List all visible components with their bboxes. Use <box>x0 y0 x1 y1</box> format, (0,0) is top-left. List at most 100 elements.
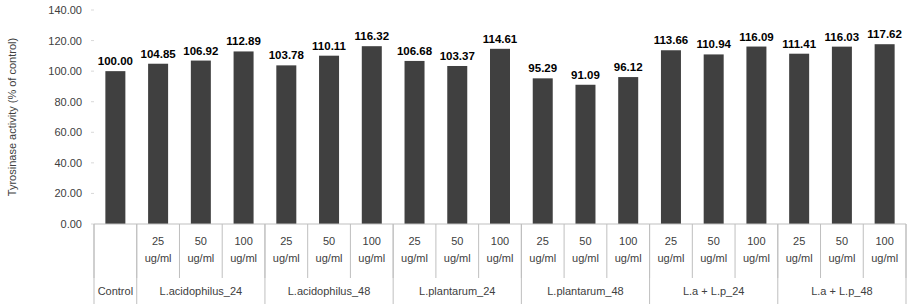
y-tick-label: 80.00 <box>54 96 82 108</box>
bar <box>105 71 125 224</box>
group-label: L.plantarum_48 <box>547 285 623 297</box>
x-tick-label-line: 100 <box>875 235 893 247</box>
x-tick-label: 50ug/ml <box>444 235 471 264</box>
y-tick-label: 140.00 <box>48 4 82 16</box>
x-tick-label-line: 100 <box>619 235 637 247</box>
x-tick-label: 100 ug/ml <box>743 235 770 264</box>
data-label: 113.66 <box>654 34 689 46</box>
x-tick-label-line: ug/ml <box>444 252 471 264</box>
group-divider <box>393 224 394 304</box>
bar <box>661 50 681 224</box>
category-divider <box>307 224 308 278</box>
category-divider <box>863 224 864 278</box>
data-label: 103.78 <box>269 49 305 61</box>
bar <box>148 64 168 224</box>
category-divider <box>222 224 223 278</box>
category-divider <box>692 224 693 278</box>
data-label: 106.92 <box>183 45 218 57</box>
category-divider <box>179 224 180 278</box>
x-tick-label-line: 50 <box>195 235 207 247</box>
y-axis-label: Tyrosinase activity (% of control) <box>6 38 18 196</box>
bar <box>490 49 510 224</box>
group-divider <box>136 224 137 304</box>
chart: Tyrosinase activity (% of control)0.0020… <box>0 0 913 304</box>
x-tick-label-line: ug/ml <box>743 252 770 264</box>
x-tick-label: 25ug/ml <box>273 235 300 264</box>
x-tick-label-line: 25 <box>793 235 805 247</box>
x-tick-label-line: ug/ml <box>273 252 300 264</box>
group-label: L.a + L.p_48 <box>811 285 872 297</box>
data-label: 95.29 <box>528 62 557 74</box>
group-label: L.plantarum_24 <box>419 285 495 297</box>
data-label: 111.41 <box>782 38 817 50</box>
x-tick-label-line: 50 <box>323 235 335 247</box>
bar <box>191 61 211 224</box>
y-tick <box>91 40 94 41</box>
y-tick <box>91 101 94 102</box>
bar <box>875 44 895 224</box>
bar <box>533 78 553 224</box>
x-tick-label-line: ug/ml <box>615 252 642 264</box>
data-label: 116.32 <box>355 30 390 42</box>
x-tick-label-line: ug/ml <box>487 252 514 264</box>
category-divider <box>606 224 607 278</box>
x-tick-label-line: ug/ml <box>358 252 385 264</box>
y-tick <box>91 132 94 133</box>
x-tick-label-line: 100 <box>491 235 509 247</box>
x-tick-label: 25 ug/ml <box>786 235 813 264</box>
x-tick-label-line: ug/ml <box>786 252 813 264</box>
group-divider <box>777 224 778 304</box>
group-divider <box>906 224 907 304</box>
x-tick-label: 25ug/ml <box>145 235 172 264</box>
y-tick <box>91 71 94 72</box>
data-label: 103.37 <box>440 50 475 62</box>
bar <box>362 46 382 224</box>
category-divider <box>350 224 351 278</box>
x-axis-line <box>94 224 906 225</box>
x-tick-label-line: ug/ml <box>700 252 727 264</box>
data-label: 116.03 <box>825 31 860 43</box>
x-tick-label: 50 ug/ml <box>700 235 727 264</box>
bar <box>704 54 724 224</box>
x-tick-label-line: 50 <box>708 235 720 247</box>
data-label: 91.09 <box>571 69 600 81</box>
y-tick-label: 120.00 <box>48 35 82 47</box>
data-label: 104.85 <box>141 48 177 60</box>
group-divider <box>94 224 95 304</box>
data-label: 100.00 <box>98 55 133 67</box>
x-tick-label: 100ug/ml <box>230 235 257 264</box>
x-tick-label-line: 100 <box>747 235 765 247</box>
bars <box>105 44 894 224</box>
data-label: 116.09 <box>739 31 774 43</box>
x-tick-label: 50ug/ml <box>316 235 343 264</box>
bar <box>789 54 809 224</box>
data-label: 110.11 <box>312 40 347 52</box>
x-tick-label-line: 25 <box>665 235 677 247</box>
y-tick <box>91 162 94 163</box>
bar <box>319 56 339 224</box>
x-tick-label-line: 100 <box>363 235 381 247</box>
x-tick-label: 100ug/ml <box>871 235 898 264</box>
bar <box>405 61 425 224</box>
x-tick-label-line: ug/ml <box>145 252 172 264</box>
x-tick-label: 100 ug/ml <box>487 235 514 264</box>
category-divider <box>478 224 479 278</box>
group-divider <box>521 224 522 304</box>
bar <box>746 47 766 224</box>
x-tick-label: 50 ug/ml <box>187 235 214 264</box>
group-divider <box>649 224 650 304</box>
x-tick-label-line: 25 <box>408 235 420 247</box>
x-tick-label: 50ug/ml <box>572 235 599 264</box>
x-tick-label: 100 ug/ml <box>615 235 642 264</box>
bar <box>618 77 638 224</box>
group-label: L.acidophilus_48 <box>288 285 371 297</box>
bar <box>447 66 467 224</box>
category-divider <box>820 224 821 278</box>
y-tick-label: 20.00 <box>54 187 82 199</box>
x-tick-label-line: ug/ml <box>401 252 428 264</box>
x-tick-label-line: ug/ml <box>187 252 214 264</box>
x-tick-label: 25ug/ml <box>657 235 684 264</box>
category-divider <box>735 224 736 278</box>
category-divider <box>564 224 565 278</box>
data-label: 114.61 <box>483 33 518 45</box>
